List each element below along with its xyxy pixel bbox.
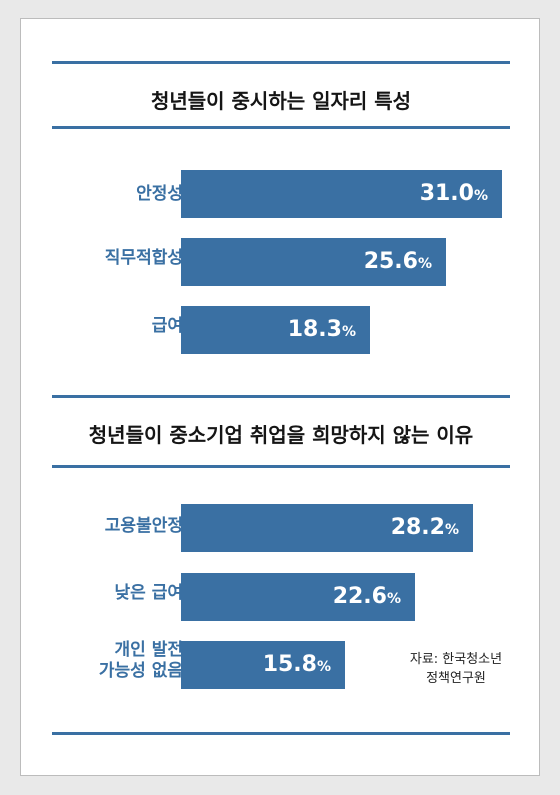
- source-note: 자료: 한국청소년 정책연구원: [409, 652, 503, 686]
- chart1-title: 청년들이 중시하는 일자리 특성: [150, 89, 412, 113]
- section-divider: [52, 395, 510, 398]
- chart2-category-label: 낮은 급여: [114, 583, 183, 603]
- chart2-title: 청년들이 중소기업 취업을 희망하지 않는 이유: [88, 423, 474, 447]
- infographic-card: 청년들이 중시하는 일자리 특성 안정성 직무적합성 급여 31.0% 25.6…: [20, 18, 540, 776]
- chart1-value-label: 18.3%: [287, 317, 356, 342]
- chart2-bar: [181, 573, 415, 621]
- chart1-category-label: 직무적합성: [104, 248, 183, 268]
- chart1-title-divider: [52, 126, 510, 129]
- chart2-bar: [181, 641, 345, 689]
- chart1-category-label: 안정성: [136, 184, 183, 204]
- chart2-value-label: 28.2%: [390, 515, 459, 540]
- chart1-value-label: 31.0%: [419, 181, 488, 206]
- chart2-value-label: 15.8%: [262, 652, 331, 677]
- chart1-category-label: 급여: [151, 316, 183, 336]
- chart2-category-label: 개인 발전 가능성 없음: [98, 640, 183, 681]
- chart2-title-divider: [52, 465, 510, 468]
- chart2-value-label: 22.6%: [332, 584, 401, 609]
- chart1-bar: [181, 238, 446, 286]
- chart2-category-label: 고용불안정: [104, 516, 183, 536]
- chart2-bar: [181, 504, 473, 552]
- chart1-value-label: 25.6%: [363, 249, 432, 274]
- chart1-bar: [181, 170, 502, 218]
- chart1-bar: [181, 306, 370, 354]
- bottom-divider: [52, 732, 510, 735]
- top-divider: [52, 61, 510, 64]
